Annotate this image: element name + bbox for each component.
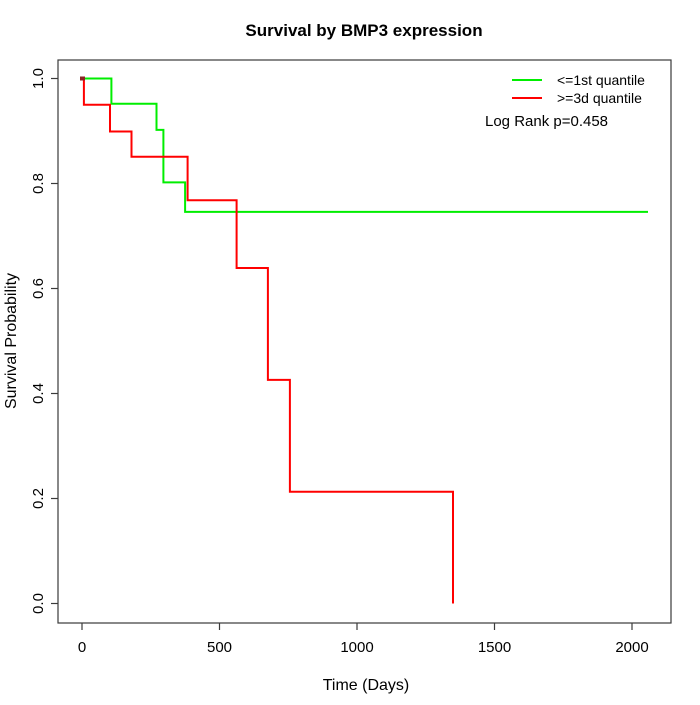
y-tick-label: 0.2	[30, 488, 47, 509]
x-tick-label: 1000	[340, 639, 373, 656]
x-tick-label: 500	[207, 639, 232, 656]
x-tick-label: 1500	[478, 639, 511, 656]
legend: <=1st quantile >=3d quantile Log Rank p=…	[485, 72, 645, 130]
y-tick-label: 0.0	[30, 593, 47, 614]
y-tick-label: 1.0	[30, 68, 47, 89]
x-tick-label: 2000	[615, 639, 648, 656]
y-tick-label: 0.6	[30, 278, 47, 299]
x-tick-label: 0	[78, 639, 86, 656]
km-curves	[82, 77, 648, 604]
x-axis-label: Time (Days)	[323, 677, 410, 694]
chart-title: Survival by BMP3 expression	[245, 21, 482, 40]
log-rank-pvalue-text: Log Rank p=0.458	[485, 113, 608, 130]
legend-label-first-quantile: <=1st quantile	[557, 72, 645, 88]
y-tick-label: 0.4	[30, 383, 47, 404]
origin-point-marker	[80, 76, 85, 81]
y-tick-label: 0.8	[30, 173, 47, 194]
x-axis: 0 500 1000 1500 2000	[78, 623, 649, 656]
km-curve-red	[82, 77, 454, 604]
legend-label-third-quantile: >=3d quantile	[557, 90, 642, 106]
plot-box	[57, 59, 672, 624]
y-axis: 0.0 0.2 0.4 0.6 0.8 1.0	[30, 68, 58, 614]
km-curve-green	[82, 77, 648, 213]
y-axis-label: Survival Probability	[3, 273, 20, 409]
